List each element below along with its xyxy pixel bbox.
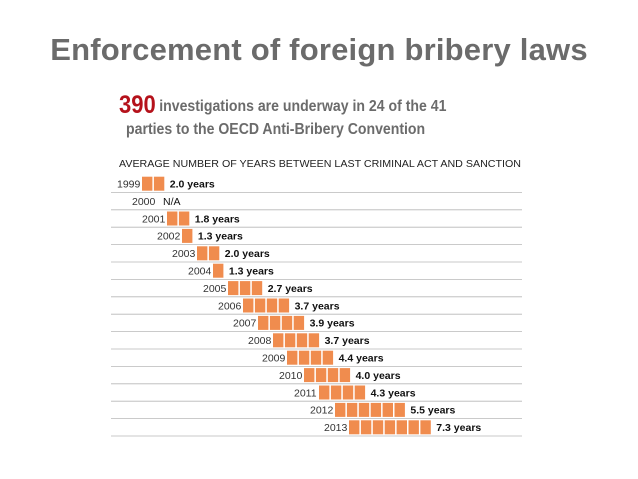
- bar-segment: [327, 368, 339, 383]
- subtitle-line2: parties to the OECD Anti-Bribery Convent…: [126, 121, 426, 138]
- value-label: 1.3 years: [229, 266, 274, 278]
- bar-segment: [269, 315, 281, 330]
- bar-segment: [339, 368, 351, 383]
- bar-segment: [372, 420, 384, 435]
- bar-segment: [258, 315, 269, 330]
- value-label: 5.5 years: [410, 405, 455, 417]
- year-label: 2007: [233, 318, 257, 330]
- bar-segment: [228, 281, 239, 296]
- bar-segment: [182, 228, 193, 243]
- bar-segment: [296, 333, 308, 348]
- value-label: 7.3 years: [436, 422, 481, 434]
- chart-title: AVERAGE NUMBER OF YEARS BETWEEN LAST CRI…: [119, 158, 521, 170]
- bar-segment: [197, 246, 208, 261]
- bar-segment: [420, 420, 431, 435]
- year-label: 2010: [279, 370, 303, 382]
- year-label: 2012: [310, 405, 334, 417]
- value-label: 1.3 years: [198, 231, 243, 243]
- value-label: 3.9 years: [310, 318, 355, 330]
- bar-segment: [349, 420, 360, 435]
- bar-segment: [319, 385, 330, 400]
- chart-rows: 1999 2.0 years 2000 N/A 2001 1.8 years 2002 1.3…: [111, 176, 522, 437]
- value-label: 2.7 years: [268, 283, 313, 295]
- value-label: 2.0 years: [225, 248, 270, 260]
- bar-segment: [284, 333, 296, 348]
- year-label: 2003: [172, 248, 196, 260]
- bar-segment: [266, 298, 278, 313]
- bar-segment: [330, 385, 342, 400]
- bar-segment: [278, 298, 290, 313]
- bar-segment: [384, 420, 396, 435]
- year-label: 2004: [188, 266, 212, 278]
- bar-segment: [360, 420, 372, 435]
- bar-segment: [281, 315, 293, 330]
- bar-segment: [293, 315, 305, 330]
- bar-segment: [358, 402, 370, 417]
- bar-segment: [396, 420, 407, 435]
- bar-segment: [346, 402, 358, 417]
- year-label: 2005: [203, 283, 227, 295]
- bar-segment: [167, 211, 178, 226]
- slide-subtitle: 390 investigations are underway in 24 of …: [119, 91, 447, 141]
- bar-segment: [322, 350, 334, 365]
- value-label: 2.0 years: [170, 179, 215, 191]
- value-label: 3.7 years: [295, 300, 340, 312]
- bar-segment: [153, 176, 165, 191]
- bar-segment: [251, 281, 263, 296]
- year-label: 2001: [142, 213, 166, 225]
- bar-segment: [213, 263, 224, 278]
- bar-segment: [239, 281, 251, 296]
- bar-segment: [308, 333, 320, 348]
- bar-segment: [142, 176, 153, 191]
- year-label: 2006: [218, 300, 242, 312]
- bar-segment: [273, 333, 284, 348]
- bar-segment: [342, 385, 354, 400]
- slide-title: Enforcement of foreign bribery laws: [50, 32, 588, 67]
- value-label: 1.8 years: [195, 213, 240, 225]
- bar-segment: [178, 211, 190, 226]
- value-label: 4.4 years: [339, 353, 384, 365]
- year-label: 2000: [132, 196, 156, 208]
- bar-segment: [254, 298, 266, 313]
- bar-segment: [208, 246, 220, 261]
- bar-segment: [243, 298, 254, 313]
- bar-segment: [335, 402, 346, 417]
- value-label: 4.0 years: [356, 370, 401, 382]
- bar-segment: [287, 350, 298, 365]
- bar-segment: [354, 385, 366, 400]
- bar-segment: [408, 420, 419, 435]
- value-label: 4.3 years: [371, 387, 416, 399]
- bar-segment: [310, 350, 322, 365]
- bar-segment: [315, 368, 327, 383]
- investigations-count: 390: [119, 91, 156, 119]
- value-label: 3.7 years: [325, 335, 370, 347]
- bar-segment: [298, 350, 310, 365]
- bar-segment: [370, 402, 382, 417]
- year-label: 1999: [117, 179, 141, 191]
- bar-segment: [304, 368, 315, 383]
- year-label: 2009: [262, 353, 286, 365]
- subtitle-line1: investigations are underway in 24 of the…: [159, 98, 447, 115]
- value-label: N/A: [163, 196, 181, 208]
- bar-segment: [394, 402, 405, 417]
- year-label: 2008: [248, 335, 272, 347]
- year-label: 2011: [294, 387, 317, 399]
- year-label: 2013: [324, 422, 348, 434]
- bar-segment: [382, 402, 393, 417]
- year-label: 2002: [157, 231, 181, 243]
